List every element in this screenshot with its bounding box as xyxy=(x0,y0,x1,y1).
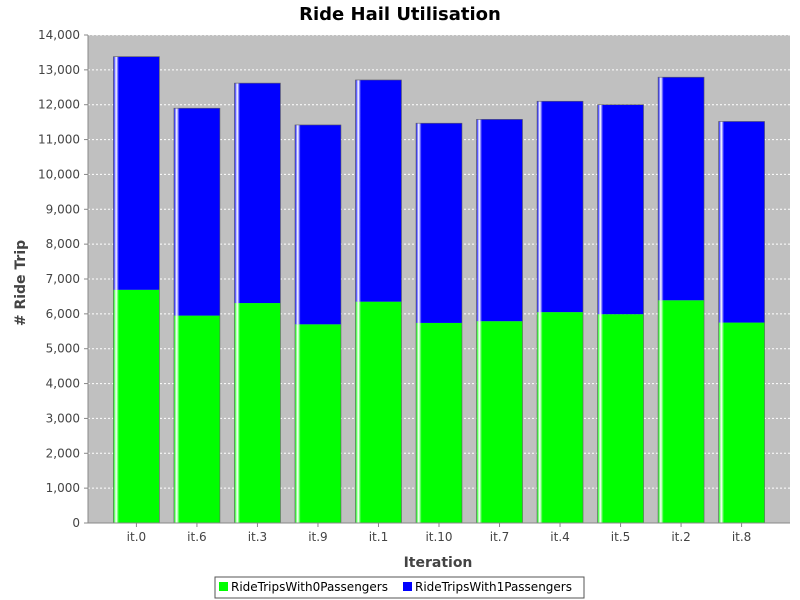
x-axis-label: Iteration xyxy=(404,555,473,571)
y-tick-label: 2,000 xyxy=(46,446,80,460)
bar-it3-1passengers xyxy=(234,83,281,304)
y-tick-label: 11,000 xyxy=(38,133,80,147)
x-tick-label: it.4 xyxy=(550,530,570,544)
bar-it1-0passengers xyxy=(355,301,402,523)
bar-it8-1passengers xyxy=(718,121,765,323)
bar-it10-1passengers xyxy=(416,123,462,323)
bar-it0-0passengers xyxy=(113,289,160,523)
legend-frame xyxy=(214,576,585,599)
y-tick-label: 9,000 xyxy=(46,202,80,216)
bar-it3-0passengers xyxy=(234,303,281,523)
bar-it0-1passengers xyxy=(113,56,160,290)
x-tick-label: it.7 xyxy=(490,530,510,544)
bar-it2-0passengers xyxy=(658,300,705,523)
bar-it10-0passengers xyxy=(416,322,462,523)
y-tick-label: 14,000 xyxy=(38,28,80,42)
x-tick-label: it.9 xyxy=(308,530,328,544)
y-tick-label: 10,000 xyxy=(38,167,80,181)
x-tick-label: it.8 xyxy=(732,530,752,544)
x-tick-label: it.6 xyxy=(187,530,207,544)
legend-swatch-1passengers xyxy=(403,582,412,591)
bar-it6-1passengers xyxy=(173,108,220,316)
bar-it5-0passengers xyxy=(597,314,644,523)
bar-it5-1passengers xyxy=(597,104,644,315)
bar-it8-0passengers xyxy=(718,322,765,523)
y-tick-label: 4,000 xyxy=(46,377,80,391)
y-axis-ticks: 0 1,000 2,000 3,000 4,000 5,000 6,000 7,000 8,00… xyxy=(38,28,88,530)
legend: RideTripsWith0Passengers RideTripsWith1P… xyxy=(214,576,585,599)
bar-it7-0passengers xyxy=(476,321,523,523)
legend-label-0passengers: RideTripsWith0Passengers xyxy=(231,580,388,594)
legend-swatch-0passengers xyxy=(219,582,228,591)
y-tick-label: 7,000 xyxy=(46,272,80,286)
y-tick-label: 1,000 xyxy=(46,481,80,495)
x-tick-label: it.5 xyxy=(611,530,631,544)
y-tick-label: 5,000 xyxy=(46,342,80,356)
x-tick-label: it.0 xyxy=(127,530,147,544)
x-tick-label: it.3 xyxy=(248,530,268,544)
x-axis-ticks: it.0 it.6 it.3 it.9 it.1 it.10 it.7 it.4 it.5 it.… xyxy=(127,523,752,544)
bar-it4-1passengers xyxy=(537,101,584,313)
bar-it9-0passengers xyxy=(294,324,341,523)
y-tick-label: 8,000 xyxy=(46,237,80,251)
chart-title: Ride Hail Utilisation xyxy=(299,4,501,25)
y-tick-label: 13,000 xyxy=(38,63,80,77)
bar-it6-0passengers xyxy=(173,315,220,523)
x-tick-label: it.2 xyxy=(671,530,691,544)
bar-it1-1passengers xyxy=(355,79,402,302)
bar-it4-0passengers xyxy=(537,312,584,523)
bar-it2-1passengers xyxy=(658,77,705,301)
x-tick-label: it.10 xyxy=(425,530,452,544)
y-tick-label: 12,000 xyxy=(38,98,80,112)
bar-it7-1passengers xyxy=(476,119,523,322)
bars xyxy=(113,56,765,524)
bar-it9-1passengers xyxy=(294,124,341,325)
y-tick-label: 3,000 xyxy=(46,411,80,425)
legend-label-1passengers: RideTripsWith1Passengers xyxy=(415,580,572,594)
x-tick-label: it.1 xyxy=(369,530,389,544)
y-tick-label: 6,000 xyxy=(46,307,80,321)
y-axis-label: # Ride Trip xyxy=(13,240,29,326)
y-tick-label: 0 xyxy=(72,516,80,530)
